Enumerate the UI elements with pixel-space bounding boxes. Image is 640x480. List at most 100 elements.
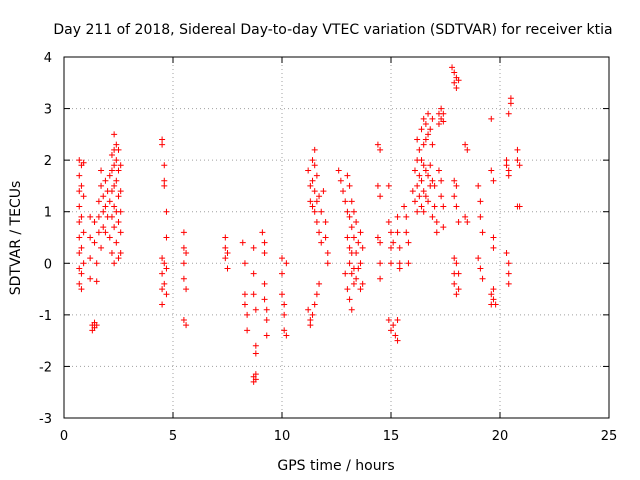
data-point [374,182,381,189]
data-point [385,317,392,324]
data-point [106,234,113,241]
data-point [422,136,429,143]
data-point [100,193,107,200]
data-point [414,208,421,215]
data-point [161,182,168,189]
data-points [76,64,523,385]
data-point [394,337,401,344]
y-tick-label: 4 [44,51,52,66]
data-point [250,291,257,298]
data-point [377,260,384,267]
data-point [108,249,115,256]
data-point [76,188,83,195]
data-point [95,213,102,220]
data-point [159,270,166,277]
data-point [313,219,320,226]
data-point [111,203,118,210]
data-point [239,239,246,246]
x-tick-label: 15 [383,429,400,444]
data-point [91,219,98,226]
data-point [394,229,401,236]
data-point [222,255,229,262]
data-point [385,182,392,189]
data-point [477,265,484,272]
data-point [350,280,357,287]
data-point [76,280,83,287]
data-point [113,239,120,246]
data-point [355,265,362,272]
data-point [505,270,512,277]
data-point [87,275,94,282]
data-point [309,177,316,184]
data-point [80,229,87,236]
data-point [385,219,392,226]
data-point [115,146,122,153]
data-point [505,167,512,174]
data-point [93,260,100,267]
data-point [414,136,421,143]
data-point [252,306,259,313]
y-tick-label: -2 [39,360,52,375]
data-point [241,301,248,308]
data-point [503,157,510,164]
data-point [396,244,403,251]
data-point [76,172,83,179]
data-point [87,234,94,241]
data-point [93,278,100,285]
data-point [183,322,190,329]
data-point [348,270,355,277]
data-point [350,208,357,215]
data-point [346,182,353,189]
data-point [346,244,353,251]
data-point [344,234,351,241]
data-point [344,172,351,179]
data-point [396,260,403,267]
data-point [438,105,445,112]
data-point [394,317,401,324]
data-point [475,255,482,262]
data-point [429,115,436,122]
data-point [422,167,429,174]
data-point [159,136,166,143]
data-point [263,317,270,324]
data-point [350,234,357,241]
data-point [435,167,442,174]
data-point [388,244,394,251]
data-point [180,244,187,251]
data-point [420,188,427,195]
data-point [163,208,170,215]
x-tick-label: 25 [601,429,618,444]
grid-lines [64,57,609,418]
data-point [117,208,124,215]
data-point [359,280,366,287]
data-point [477,198,484,205]
data-point [111,260,118,267]
data-point [507,95,514,102]
data-point [316,280,323,287]
data-point [180,317,187,324]
data-point [313,198,320,205]
data-point [416,193,423,200]
data-point [259,229,266,236]
data-point [117,162,124,169]
data-point [401,203,408,210]
data-point [340,188,347,195]
y-axis-label: SDTVAR / TECUs [8,181,24,296]
data-point [80,159,87,166]
data-point [405,260,412,267]
data-point [451,79,458,86]
data-point [357,286,364,293]
data-point [346,260,353,267]
data-point [108,188,115,195]
data-point [431,182,438,189]
data-point [396,265,403,272]
data-point [346,296,353,303]
data-point [455,77,462,84]
data-point [115,219,122,226]
data-point [279,270,285,277]
data-point [405,239,412,246]
data-point [464,146,471,153]
data-point [180,275,187,282]
data-point [111,224,118,231]
plot-frame [63,56,610,419]
